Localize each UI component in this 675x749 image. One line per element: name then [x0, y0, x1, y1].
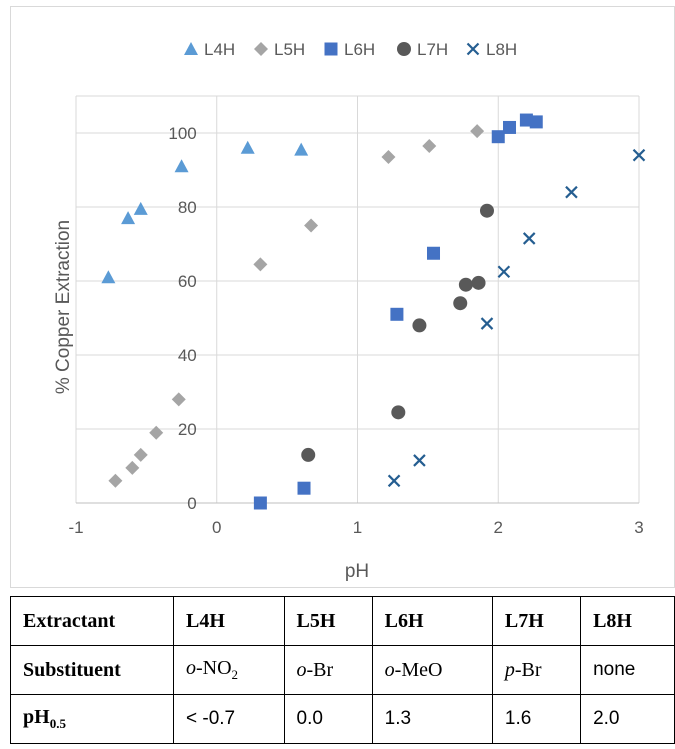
- data-point-l5h: [470, 124, 485, 139]
- y-axis-ticks: 0 20 40 60 80 100: [168, 124, 196, 513]
- extractant-table: Extractant L4H L5H L6H L7H L8H Substitue…: [10, 596, 675, 744]
- y-tick-label: 60: [178, 272, 197, 291]
- data-point-l7h: [453, 296, 468, 311]
- data-point-l4h: [121, 211, 136, 225]
- data-point-l6h: [519, 113, 533, 127]
- data-point-l5h: [253, 257, 268, 272]
- table-header-cell: L4H: [173, 596, 285, 646]
- substituent-cell: o-MeO: [371, 645, 493, 695]
- x-tick-label: 3: [634, 518, 643, 537]
- data-point-l8h: [387, 474, 401, 488]
- data-point-l8h: [565, 185, 578, 199]
- x-axis-title: pH: [345, 561, 369, 582]
- x-tick-label: 0: [212, 518, 221, 537]
- data-point-l6h: [503, 120, 517, 134]
- data-point-l5h: [381, 150, 396, 165]
- data-point-l8h: [497, 265, 511, 279]
- data-point-l7h: [391, 405, 406, 420]
- gridlines: [75, 95, 640, 504]
- x-tick-label: 2: [494, 518, 503, 537]
- y-tick-label: 40: [178, 346, 197, 365]
- legend-label: L5H: [274, 40, 305, 59]
- data-point-l6h: [529, 115, 543, 129]
- legend-marker-l8h: [466, 42, 480, 56]
- y-tick-label: 100: [168, 124, 196, 143]
- legend-label: L6H: [344, 40, 375, 59]
- data-point-l7h: [479, 203, 494, 218]
- data-point-l5h: [125, 460, 140, 475]
- data-point-l5h: [304, 218, 319, 233]
- data-point-l6h: [253, 496, 267, 510]
- data-point-l8h: [632, 148, 646, 162]
- data-point-l5h: [108, 473, 123, 488]
- data-point-l7h: [412, 318, 427, 333]
- data-point-l5h: [149, 425, 164, 440]
- data-point-l6h: [297, 481, 311, 495]
- substituent-cell: o-NO2: [173, 645, 285, 695]
- legend-label: L8H: [486, 40, 517, 59]
- data-point-l4h: [294, 142, 309, 156]
- y-axis-title: % Copper Extraction: [53, 220, 74, 394]
- x-tick-label: 1: [353, 518, 362, 537]
- table-header-cell: L7H: [491, 596, 582, 646]
- data-point-l4h: [240, 140, 255, 154]
- substituent-cell: p-Br: [491, 645, 582, 695]
- data-point-l5h: [171, 392, 186, 407]
- table-header-cell: L8H: [580, 596, 675, 646]
- ph-half-cell: 1.3: [371, 694, 493, 744]
- legend-label: L7H: [417, 40, 448, 59]
- data-point-l6h: [491, 130, 505, 144]
- legend-marker-l4h: [184, 42, 198, 55]
- data-point-l6h: [390, 307, 404, 321]
- x-axis-ticks: -1 0 1 2 3: [68, 518, 643, 537]
- data-point-l8h: [413, 454, 426, 467]
- data-point-l7h: [471, 275, 486, 290]
- row-label-ph-half: pH0.5: [10, 694, 174, 744]
- table-row-substituent: Substituent o-NO2 o-Br o-MeO p-Br none: [10, 645, 675, 695]
- table-header-cell: L5H: [283, 596, 373, 646]
- substituent-cell: none: [580, 645, 675, 695]
- legend-marker-l7h: [397, 42, 411, 56]
- chart-area: 0 20 40 60 80 100 -1 0 1 2 3 pH % Copper Extracti…: [10, 6, 675, 588]
- data-points: [101, 113, 646, 510]
- y-tick-label: 80: [178, 198, 197, 217]
- ph-half-cell: 2.0: [580, 694, 675, 744]
- data-point-l6h: [427, 246, 441, 260]
- table-header-cell: Extractant: [10, 596, 174, 646]
- row-label-substituent: Substituent: [10, 645, 174, 695]
- data-point-l8h: [522, 232, 536, 245]
- data-point-l4h: [101, 270, 116, 284]
- table-header-cell: L6H: [371, 596, 493, 646]
- data-point-l4h: [133, 201, 148, 215]
- y-tick-label: 20: [178, 420, 197, 439]
- data-point-l5h: [422, 138, 437, 153]
- extractant-table-container: Extractant L4H L5H L6H L7H L8H Substitue…: [10, 596, 675, 744]
- table-header-row: Extractant L4H L5H L6H L7H L8H: [10, 596, 675, 646]
- scatter-chart: 0 20 40 60 80 100 -1 0 1 2 3 pH % Copper Extracti…: [53, 40, 646, 582]
- legend-label: L4H: [204, 40, 235, 59]
- y-tick-label: 0: [187, 494, 196, 513]
- data-point-l5h: [133, 447, 148, 462]
- substituent-cell: o-Br: [283, 645, 373, 695]
- ph-half-cell: < -0.7: [173, 694, 285, 744]
- ph-half-cell: 1.6: [491, 694, 582, 744]
- data-point-l4h: [174, 159, 189, 173]
- ph-half-cell: 0.0: [283, 694, 373, 744]
- x-tick-label: -1: [68, 518, 83, 537]
- data-point-l8h: [480, 317, 494, 330]
- legend-marker-l6h: [324, 42, 338, 56]
- legend: L4H L5H L6H L7H L8H: [184, 40, 517, 59]
- data-point-l7h: [458, 277, 473, 292]
- table-row-ph: pH0.5 < -0.7 0.0 1.3 1.6 2.0: [10, 694, 675, 744]
- legend-marker-l5h: [254, 42, 268, 56]
- data-point-l7h: [301, 447, 316, 462]
